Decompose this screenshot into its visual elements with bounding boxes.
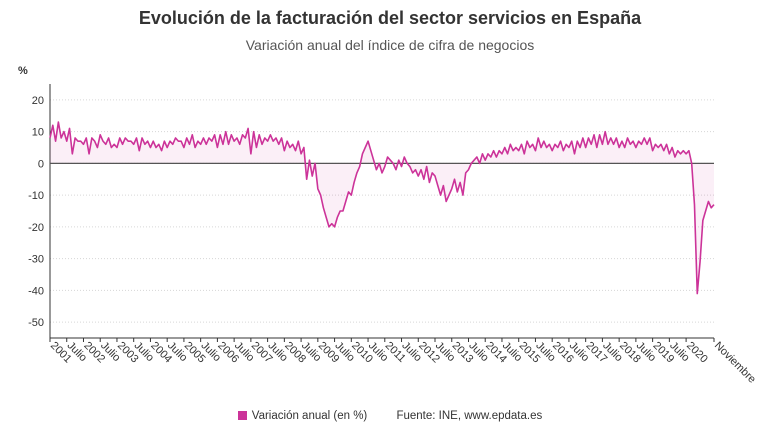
chart-subtitle: Variación anual del índice de cifra de n…: [245, 37, 535, 53]
source-note: Fuente: INE, www.epdata.es: [396, 410, 543, 422]
y-tick-label: -50: [28, 317, 44, 329]
y-tick-label: -40: [28, 285, 44, 297]
legend: Variación anual (en %) Fuente: INE, www.…: [0, 410, 780, 422]
y-tick-label: 0: [38, 158, 44, 170]
x-tick-label: Noviembre: [712, 340, 758, 386]
legend-swatch: [237, 411, 247, 420]
series-line-variacion-anual: [49, 121, 715, 295]
y-tick-label: -10: [28, 190, 44, 202]
y-tick-label: 10: [32, 127, 44, 139]
chart-title: Evolución de la facturación del sector s…: [138, 8, 642, 28]
y-tick-label: -30: [28, 254, 44, 266]
legend-label: Variación anual (en %): [251, 410, 368, 422]
series-area: [50, 122, 714, 294]
y-axis-label: %: [18, 65, 28, 77]
y-tick-label: 20: [32, 95, 44, 107]
y-tick-label: -20: [28, 222, 44, 234]
